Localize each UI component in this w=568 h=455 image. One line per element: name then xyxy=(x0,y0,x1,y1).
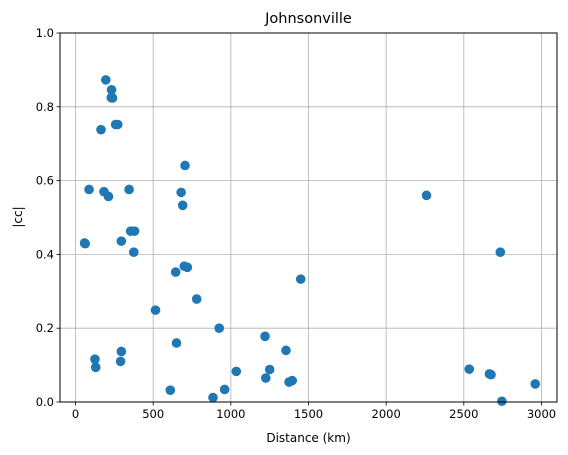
data-point xyxy=(530,379,541,389)
x-tick-label: 500 xyxy=(142,407,164,421)
x-tick-label: 3000 xyxy=(527,407,556,421)
y-tick-label: 0.6 xyxy=(36,174,54,188)
data-point xyxy=(116,346,127,357)
data-point xyxy=(295,274,306,284)
data-point xyxy=(191,294,202,304)
x-tick-label: 1500 xyxy=(294,407,323,421)
x-axis-label: Distance (km) xyxy=(266,431,350,445)
data-point xyxy=(497,396,507,407)
data-point xyxy=(112,119,123,130)
data-point xyxy=(208,392,218,403)
y-tick-label: 1.0 xyxy=(36,26,54,40)
data-point xyxy=(129,226,140,236)
data-point xyxy=(214,323,224,334)
data-point xyxy=(90,354,100,364)
data-point xyxy=(284,377,294,387)
data-point xyxy=(486,369,496,380)
y-axis-ticks: 0.0 0.2 0.4 0.6 0.8 1.0 xyxy=(36,26,60,409)
data-point xyxy=(176,187,186,198)
y-tick-label: 0.0 xyxy=(36,395,54,409)
data-points xyxy=(79,75,541,407)
data-point xyxy=(170,267,181,277)
data-point xyxy=(165,385,176,395)
chart-title: Johnsonville xyxy=(264,11,352,27)
data-point xyxy=(150,305,161,315)
data-point xyxy=(281,345,291,356)
data-point xyxy=(96,124,106,135)
data-point xyxy=(421,190,432,201)
y-tick-label: 0.8 xyxy=(36,100,54,114)
data-point xyxy=(464,364,475,374)
y-axis-label: |cc| xyxy=(11,206,25,227)
data-point xyxy=(80,238,90,249)
data-point xyxy=(106,85,117,95)
data-point xyxy=(128,247,139,257)
y-tick-label: 0.4 xyxy=(36,247,54,261)
x-tick-label: 2500 xyxy=(449,407,478,421)
data-point xyxy=(116,236,127,246)
data-point xyxy=(107,93,118,103)
x-tick-label: 0 xyxy=(72,407,79,421)
data-point xyxy=(495,247,506,257)
x-tick-label: 1000 xyxy=(216,407,245,421)
data-point xyxy=(90,362,101,373)
data-point xyxy=(103,191,114,202)
x-axis-ticks: 0 500 1000 1500 2000 2500 3000 xyxy=(72,402,556,421)
data-point xyxy=(180,160,190,171)
data-point xyxy=(260,373,271,383)
x-tick-label: 2000 xyxy=(372,407,401,421)
data-point xyxy=(260,331,270,342)
data-point xyxy=(177,200,188,211)
data-point xyxy=(115,356,126,367)
y-tick-label: 0.2 xyxy=(36,321,54,335)
data-point xyxy=(101,75,111,85)
data-point xyxy=(84,184,94,195)
data-point xyxy=(219,384,230,395)
data-point xyxy=(231,366,242,377)
data-point xyxy=(171,338,182,348)
data-point xyxy=(264,364,275,375)
data-point xyxy=(182,262,193,273)
data-point xyxy=(124,184,134,195)
